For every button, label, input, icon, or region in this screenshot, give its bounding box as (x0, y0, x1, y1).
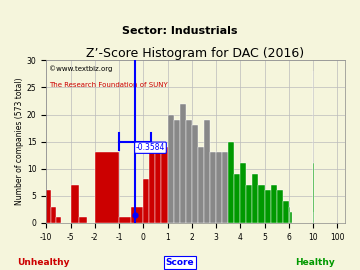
Text: -0.3584: -0.3584 (136, 143, 165, 152)
Bar (289, 207, 290, 223)
Bar (276, 190, 283, 223)
Bar (143, 180, 149, 223)
Bar (198, 147, 204, 223)
Bar (56, 217, 61, 223)
Bar (156, 147, 161, 223)
Bar (204, 120, 210, 223)
Bar (210, 152, 216, 223)
Bar (265, 190, 271, 223)
Bar (246, 185, 252, 223)
Bar (222, 152, 228, 223)
Bar (46, 190, 51, 223)
Title: Z’-Score Histogram for DAC (2016): Z’-Score Histogram for DAC (2016) (86, 48, 305, 60)
Bar (290, 212, 292, 223)
Bar (240, 163, 246, 223)
Bar (131, 207, 143, 223)
Bar (78, 217, 87, 223)
Bar (167, 114, 174, 223)
Bar (119, 217, 131, 223)
Bar (95, 152, 119, 223)
Bar (234, 174, 240, 223)
Bar (186, 120, 192, 223)
Bar (258, 185, 265, 223)
Bar (174, 120, 180, 223)
Bar (283, 201, 289, 223)
Bar (51, 207, 56, 223)
Bar (71, 185, 78, 223)
Text: Unhealthy: Unhealthy (17, 258, 69, 267)
Bar (180, 104, 186, 223)
Text: Score: Score (166, 258, 194, 267)
Bar (228, 141, 234, 223)
Text: The Research Foundation of SUNY: The Research Foundation of SUNY (49, 82, 168, 87)
Bar (192, 125, 198, 223)
Bar (271, 185, 276, 223)
Bar (216, 152, 222, 223)
Text: Healthy: Healthy (295, 258, 335, 267)
Bar (149, 152, 156, 223)
Text: Sector: Industrials: Sector: Industrials (122, 26, 238, 36)
Bar (252, 174, 258, 223)
Bar (161, 147, 167, 223)
Text: ©www.textbiz.org: ©www.textbiz.org (49, 65, 113, 72)
Y-axis label: Number of companies (573 total): Number of companies (573 total) (15, 78, 24, 205)
